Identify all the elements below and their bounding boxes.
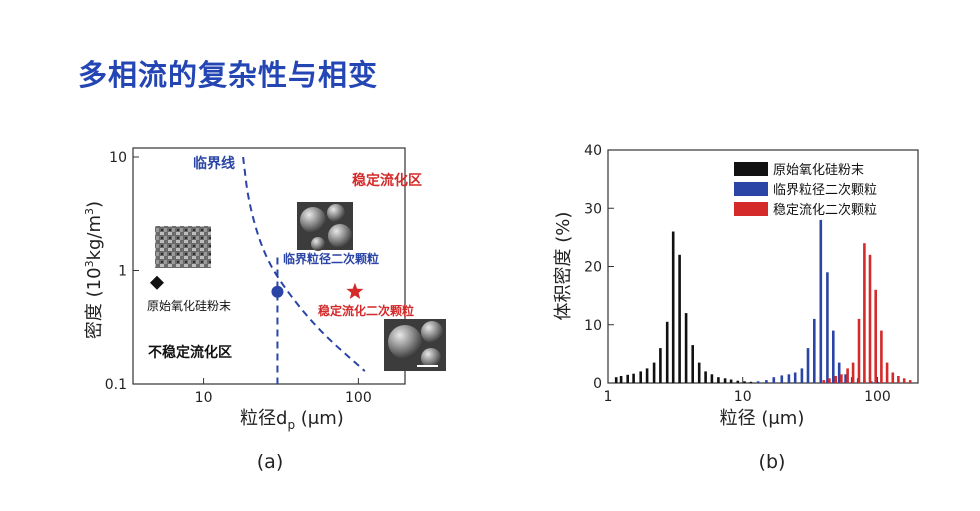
histogram-bar-series-1 (704, 371, 707, 383)
histogram-bar-series-3 (822, 380, 826, 383)
histogram-bar-series-2 (819, 219, 823, 383)
chart-a-xlabel: 粒径dp (μm) (240, 408, 344, 432)
histogram-bar-series-2 (800, 368, 804, 383)
legend-label: 原始氧化硅粉末 (773, 163, 864, 178)
histogram-bar-series-3 (851, 362, 855, 383)
histogram-bar-series-3 (834, 376, 837, 383)
chart-a-ytick-label: 1 (118, 263, 127, 279)
histogram-bar-series-3 (880, 330, 883, 383)
histogram-bar-series-3 (868, 254, 872, 383)
point-label-raw-powder: 原始氧化硅粉末 (147, 299, 231, 313)
point-label-stable: 稳定流化二次颗粒 (318, 303, 414, 318)
chart-b-xtick-label: 1 (604, 389, 613, 405)
chart-b-ytick-label: 30 (584, 201, 602, 217)
micrograph-stable-particles (384, 319, 446, 371)
histogram-bar-series-1 (729, 379, 733, 383)
histogram-bar-series-1 (678, 254, 681, 383)
histogram-bar-series-2 (756, 381, 760, 383)
histogram-bar-series-2 (787, 374, 791, 383)
histogram-bar-series-1 (710, 374, 714, 383)
unstable-region-label: 不稳定流化区 (148, 344, 232, 361)
chart-a-ytick-label: 10 (109, 150, 127, 166)
micrograph-critical-particles (297, 202, 353, 251)
histogram-bar-series-2 (844, 374, 847, 383)
chart-b-xlabel: 粒径 (μm) (720, 408, 805, 429)
legend-swatch (734, 162, 768, 176)
point-stable (346, 282, 364, 299)
histogram-bar-series-1 (717, 377, 720, 383)
histogram-bar-series-3 (840, 374, 843, 383)
chart-a-caption: (a) (257, 451, 283, 473)
point-raw-powder (149, 275, 164, 290)
chart-a-ytick-label: 0.1 (105, 377, 127, 393)
histogram-bar-series-2 (813, 318, 816, 383)
chart-a-xtick-label: 10 (195, 390, 213, 406)
histogram-bar-series-2 (832, 330, 835, 383)
slide-title: 多相流的复杂性与相变 (78, 58, 379, 92)
histogram-bar-series-2 (765, 380, 768, 383)
histogram-bar-series-1 (749, 381, 753, 383)
histogram-bar-series-1 (639, 371, 642, 383)
point-critical (271, 285, 284, 298)
histogram-bar-series-3 (863, 243, 866, 383)
chart-b-xtick-label: 100 (864, 389, 891, 405)
histogram-bar-series-1 (645, 368, 649, 383)
histogram-bar-series-1 (626, 374, 629, 383)
histogram-bar-series-3 (891, 372, 895, 383)
histogram-bar-series-1 (743, 381, 746, 383)
legend-label: 临界粒径二次颗粒 (773, 182, 877, 198)
critical-line (242, 156, 366, 372)
legend-label: 稳定流化二次颗粒 (773, 202, 877, 218)
histogram-bar-series-1 (697, 362, 701, 383)
chart-a-xtick-label: 100 (345, 390, 372, 406)
histogram-bar-series-1 (736, 380, 740, 383)
chart-b-ytick-label: 0 (593, 376, 602, 392)
histogram-bar-series-3 (846, 368, 849, 383)
histogram-bar-series-1 (619, 376, 623, 383)
histogram-bar-series-1 (659, 348, 662, 383)
histogram-bar-series-1 (652, 362, 656, 383)
stable-region-label: 稳定流化区 (352, 172, 422, 189)
histogram-bar-series-3 (897, 376, 900, 383)
histogram-bar-series-1 (614, 377, 618, 383)
histogram-bar-series-2 (780, 375, 784, 383)
histogram-bar-series-1 (665, 321, 669, 383)
point-label-critical: 临界粒径二次颗粒 (283, 251, 379, 266)
chart-b-caption: (b) (759, 451, 786, 473)
chart-b-ylabel: 体积密度 (%) (553, 212, 574, 321)
histogram-bar-series-1 (632, 373, 635, 383)
histogram-bar-series-1 (671, 231, 675, 383)
histogram-bar-series-3 (874, 289, 877, 383)
histogram-bar-series-3 (885, 362, 889, 383)
histogram-bar-series-2 (793, 372, 797, 383)
histogram-bar-series-3 (908, 380, 912, 383)
histogram-bar-series-1 (684, 313, 688, 383)
histogram-bar-series-3 (857, 318, 861, 383)
legend-swatch (734, 182, 768, 196)
histogram-bar-series-2 (826, 272, 829, 383)
histogram-bar-series-1 (691, 345, 694, 383)
legend-swatch (734, 202, 768, 216)
histogram-bar-series-3 (828, 378, 831, 383)
chart-b-xtick-label: 10 (734, 389, 752, 405)
chart-b-ytick-label: 40 (584, 143, 602, 159)
chart-b-ytick-label: 20 (584, 260, 602, 276)
histogram-bar-series-3 (902, 378, 906, 383)
micrograph-raw-powder (155, 226, 211, 268)
histogram-bar-series-2 (837, 362, 841, 383)
chart-a: 10 100 0.1 1 10 临界线 稳定流化区 不稳定流化区 原始氧化硅粉末 临界粒… (83, 147, 446, 473)
chart-a-ylabel: 密度 (103kg/m3) (83, 201, 105, 339)
histogram-bar-series-1 (723, 378, 727, 383)
histogram-bar-series-2 (772, 377, 776, 383)
histogram-bar-series-2 (806, 348, 810, 383)
chart-b-ytick-label: 10 (584, 318, 602, 334)
critical-line-label: 临界线 (193, 155, 235, 172)
